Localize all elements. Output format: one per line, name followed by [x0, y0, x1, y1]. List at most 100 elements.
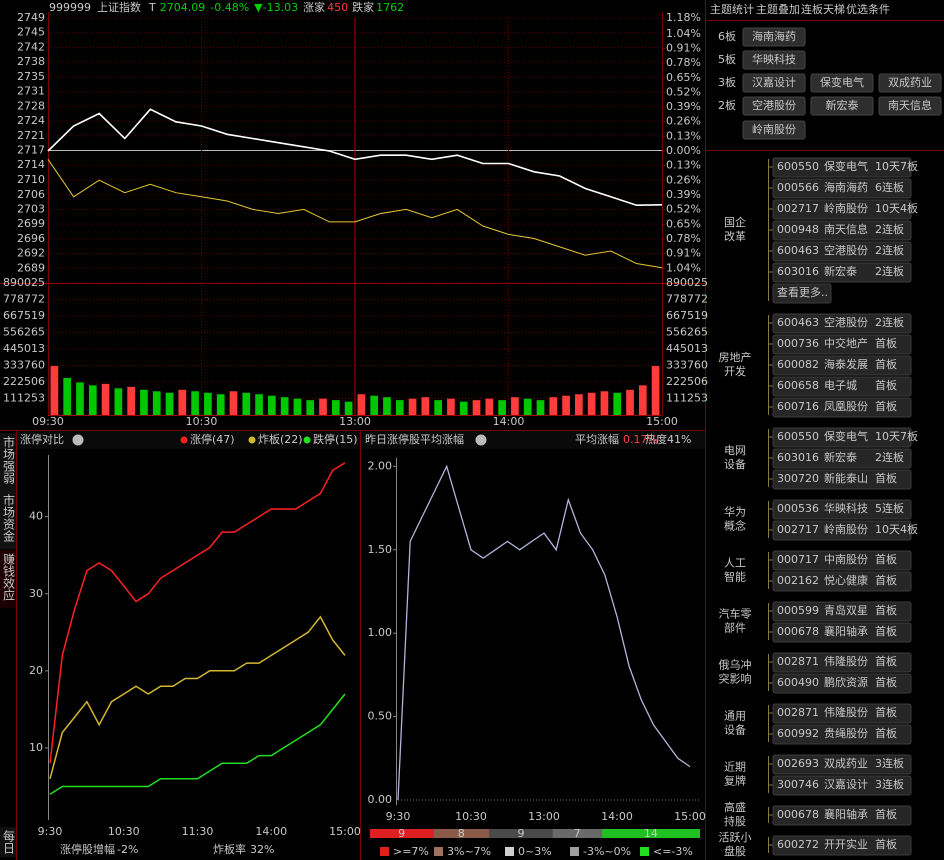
stock-code[interactable]: 002162: [777, 574, 819, 587]
stock-code[interactable]: 600463: [777, 244, 819, 257]
stock-item[interactable]: [772, 652, 912, 673]
stock-item[interactable]: [772, 178, 912, 199]
side-tab-label[interactable]: 市场资金: [2, 493, 16, 542]
side-tab-label[interactable]: 市场强弱: [2, 435, 16, 485]
stock-board[interactable]: 首板: [875, 837, 897, 851]
stock-name[interactable]: 襄阳轴承: [824, 624, 868, 638]
stock-item[interactable]: [772, 724, 912, 745]
more-label[interactable]: 查看更多..: [777, 285, 828, 299]
stock-code[interactable]: 000566: [777, 181, 819, 194]
stock-board[interactable]: 2连板: [875, 243, 904, 257]
stock-item[interactable]: [772, 703, 912, 724]
stock-item[interactable]: [772, 262, 912, 283]
stock-name[interactable]: 海泰发展: [824, 357, 868, 371]
ladder-stock-name[interactable]: 岭南股份: [752, 122, 796, 136]
stock-item[interactable]: [772, 355, 912, 376]
stock-item[interactable]: [772, 241, 912, 262]
ladder-stock[interactable]: [878, 73, 942, 93]
ladder-stock-name[interactable]: 空港股份: [752, 98, 796, 112]
stock-code[interactable]: 000678: [777, 808, 819, 821]
ladder-stock-name[interactable]: 保变电气: [820, 75, 864, 89]
ladder-stock[interactable]: [878, 96, 942, 116]
stock-code[interactable]: 600550: [777, 430, 819, 443]
stock-board[interactable]: 3连板: [875, 756, 904, 770]
stock-name[interactable]: 新宏泰: [824, 450, 857, 464]
stock-item[interactable]: [772, 376, 912, 397]
stock-board[interactable]: 首板: [875, 726, 897, 740]
ladder-stock[interactable]: [810, 73, 874, 93]
stock-code[interactable]: 603016: [777, 451, 819, 464]
stock-code[interactable]: 600658: [777, 379, 819, 392]
tab[interactable]: 优选条件: [846, 2, 890, 16]
stock-item[interactable]: [772, 427, 912, 448]
stock-name[interactable]: 悦心健康: [824, 573, 868, 587]
stock-item[interactable]: [772, 334, 912, 355]
stock-code[interactable]: 002871: [777, 655, 819, 668]
stock-name[interactable]: 空港股份: [824, 315, 868, 329]
side-tab[interactable]: [0, 827, 16, 857]
tab[interactable]: 主题统计: [710, 3, 754, 16]
stock-code[interactable]: 600550: [777, 160, 819, 173]
stock-board[interactable]: 首板: [875, 624, 897, 638]
stock-name[interactable]: 中交地产: [824, 336, 868, 350]
stock-code[interactable]: 002717: [777, 523, 819, 536]
stock-name[interactable]: 南天信息: [824, 222, 868, 236]
stock-name[interactable]: 贵绳股份: [824, 726, 868, 740]
stock-code[interactable]: 600082: [777, 358, 819, 371]
stock-item[interactable]: [772, 220, 912, 241]
ladder-stock-name[interactable]: 新宏泰: [826, 98, 859, 112]
side-tab[interactable]: [0, 491, 16, 549]
stock-board[interactable]: 首板: [875, 378, 897, 392]
stock-item[interactable]: [772, 754, 912, 775]
stock-item[interactable]: [772, 520, 912, 541]
stock-code[interactable]: 600463: [777, 316, 819, 329]
stock-name[interactable]: 襄阳轴承: [824, 807, 868, 821]
info-icon[interactable]: [72, 434, 84, 446]
side-tab[interactable]: [0, 433, 16, 491]
stock-item[interactable]: [772, 469, 912, 490]
stock-code[interactable]: 300746: [777, 778, 819, 791]
stock-item[interactable]: [772, 835, 912, 856]
stock-item[interactable]: [772, 571, 912, 592]
stock-board[interactable]: 首板: [875, 603, 897, 617]
stock-code[interactable]: 000536: [777, 502, 819, 515]
stock-board[interactable]: 首板: [875, 654, 897, 668]
stock-code[interactable]: 000678: [777, 625, 819, 638]
stock-board[interactable]: 10天7板: [875, 429, 918, 443]
stock-item[interactable]: [772, 199, 912, 220]
stock-board[interactable]: 2连板: [875, 450, 904, 464]
info-icon[interactable]: [475, 434, 487, 446]
stock-code[interactable]: 603016: [777, 265, 819, 278]
stock-item[interactable]: [772, 157, 912, 178]
side-tab-label[interactable]: 赚钱效应: [2, 552, 16, 601]
stock-name[interactable]: 伟隆股份: [824, 654, 868, 668]
ladder-stock[interactable]: [742, 27, 806, 47]
stock-board[interactable]: 首板: [875, 336, 897, 350]
stock-board[interactable]: 首板: [875, 471, 897, 485]
stock-name[interactable]: 新能泰山: [824, 471, 868, 485]
stock-code[interactable]: 000948: [777, 223, 819, 236]
stock-code[interactable]: 600490: [777, 676, 819, 689]
stock-code[interactable]: 000599: [777, 604, 819, 617]
ladder-stock-name[interactable]: 海南海药: [752, 29, 796, 43]
stock-name[interactable]: 新宏泰: [824, 264, 857, 278]
stock-item[interactable]: [772, 622, 912, 643]
stock-code[interactable]: 002871: [777, 706, 819, 719]
stock-item[interactable]: [772, 499, 912, 520]
ladder-stock[interactable]: [742, 50, 806, 70]
stock-code[interactable]: 002717: [777, 202, 819, 215]
stock-item[interactable]: [772, 448, 912, 469]
stock-item[interactable]: [772, 805, 912, 826]
stock-code[interactable]: 000736: [777, 337, 819, 350]
stock-board[interactable]: 2连板: [875, 315, 904, 329]
ladder-stock[interactable]: [810, 96, 874, 116]
tab[interactable]: 主题叠加: [756, 3, 800, 16]
stock-name[interactable]: 鹏欣资源: [824, 675, 868, 689]
stock-name[interactable]: 中南股份: [824, 553, 868, 566]
stock-board[interactable]: 首板: [875, 357, 897, 371]
stock-name[interactable]: 华映科技: [824, 501, 868, 515]
stock-item[interactable]: [772, 601, 912, 622]
stock-board[interactable]: 首板: [875, 675, 897, 689]
ladder-stock-name[interactable]: 南天信息: [888, 98, 932, 112]
stock-name[interactable]: 海南海药: [824, 180, 868, 194]
